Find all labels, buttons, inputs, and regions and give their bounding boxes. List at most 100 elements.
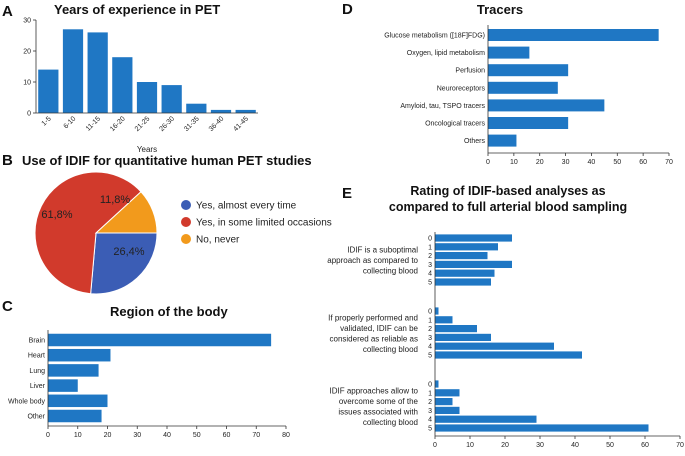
panel-a-letter: A bbox=[2, 3, 13, 20]
panel-b: B Use of IDIF for quantitative human PET… bbox=[2, 152, 332, 295]
panel-c-x-tick-label: 70 bbox=[252, 432, 260, 439]
panel-d-bar bbox=[488, 46, 530, 59]
panel-e-bar bbox=[435, 278, 491, 286]
panel-c-x-tick-label: 60 bbox=[223, 432, 231, 439]
panel-a: A Years of experience in PET 0 10 20 30 1-5 6… bbox=[2, 2, 258, 154]
panel-a-bar bbox=[62, 29, 84, 113]
panel-e-category-label: 2 bbox=[428, 326, 432, 333]
panel-d-x-tick-label: 0 bbox=[486, 159, 490, 166]
panel-c-x-tick-label: 50 bbox=[193, 432, 201, 439]
panel-d-category-label: Others bbox=[464, 138, 486, 145]
panel-a-x-tick-label: 1-5 bbox=[41, 115, 53, 127]
panel-d-x-tick-label: 70 bbox=[665, 159, 673, 166]
panel-b-letter: B bbox=[2, 152, 13, 169]
panel-c-category-label: Other bbox=[27, 414, 45, 421]
panel-e-bar bbox=[435, 316, 453, 324]
panel-d-x-tick-label: 20 bbox=[536, 159, 544, 166]
panel-a-bar bbox=[136, 82, 158, 113]
panel-e-bar bbox=[435, 269, 495, 277]
panel-c-x-tick-label: 30 bbox=[133, 432, 141, 439]
panel-c-category-label: Liver bbox=[30, 383, 46, 390]
panel-d: D Tracers 0 10 20 30 40 50 60 70 Glucose metabol… bbox=[342, 1, 673, 166]
panel-a-x-tick-label: 11-15 bbox=[85, 115, 102, 132]
panel-c-category-label: Brain bbox=[29, 338, 45, 345]
panel-e-category-label: 3 bbox=[428, 335, 432, 342]
panel-e-category-label: 4 bbox=[428, 417, 432, 424]
panel-e-x-tick-label: 20 bbox=[501, 442, 509, 449]
panel-b-legend-swatch bbox=[181, 234, 191, 244]
panel-e-x-tick-label: 50 bbox=[606, 442, 614, 449]
panel-e-x-tick-label: 40 bbox=[571, 442, 579, 449]
panel-e-title-line-2: compared to full arterial blood sampling bbox=[389, 200, 627, 214]
panel-e-title-line-1: Rating of IDIF-based analyses as bbox=[410, 184, 605, 198]
panel-e-category-label: 3 bbox=[428, 262, 432, 269]
panel-e-bar bbox=[435, 415, 537, 423]
panel-e-bar bbox=[435, 333, 491, 341]
panel-e-bar bbox=[435, 252, 488, 260]
panel-e-bar bbox=[435, 342, 554, 350]
panel-a-bar bbox=[186, 103, 207, 113]
panel-a-bar bbox=[161, 85, 182, 113]
panel-a-xlabel: Years bbox=[137, 145, 157, 154]
panel-b-slice-label: 26,4% bbox=[113, 246, 144, 258]
panel-e-bar bbox=[435, 307, 439, 315]
panel-e-x-tick-label: 60 bbox=[641, 442, 649, 449]
panel-e-category-label: 3 bbox=[428, 408, 432, 415]
panel-c-bar bbox=[48, 348, 111, 362]
panel-c-title: Region of the body bbox=[110, 304, 228, 319]
panel-a-x-tick-label: 16-20 bbox=[109, 115, 127, 133]
panel-e-group-label: If properly performed and bbox=[328, 313, 418, 322]
panel-d-x-tick-label: 40 bbox=[588, 159, 596, 166]
panel-a-x-tick-label: 6-10 bbox=[63, 115, 78, 130]
panel-c-x-tick-label: 20 bbox=[104, 432, 112, 439]
panel-a-title: Years of experience in PET bbox=[54, 2, 220, 17]
panel-d-category-label: Amyloid, tau, TSPO tracers bbox=[400, 103, 485, 110]
panel-e-bar bbox=[435, 398, 453, 406]
panel-e-bar bbox=[435, 325, 477, 333]
panel-b-slice-label: 11,8% bbox=[100, 194, 131, 206]
panel-a-bar bbox=[38, 69, 59, 113]
panel-a-x-tick-label: 36-40 bbox=[208, 115, 226, 133]
panel-a-x-tick-label: 26-30 bbox=[158, 115, 176, 133]
panel-d-x-tick-label: 50 bbox=[613, 159, 621, 166]
panel-d-x-tick-label: 30 bbox=[562, 159, 570, 166]
panel-e-category-label: 1 bbox=[428, 390, 432, 397]
panel-c: C Region of the body 0 10 20 30 40 50 60 70 80 Br… bbox=[2, 298, 290, 439]
panel-b-legend-label: Yes, almost every time bbox=[196, 201, 297, 212]
panel-b-legend-swatch bbox=[181, 217, 191, 227]
panel-e-x-tick-label: 70 bbox=[676, 442, 684, 449]
panel-d-x-tick-label: 10 bbox=[510, 159, 518, 166]
panel-d-category-label: Neuroreceptors bbox=[437, 85, 486, 92]
panel-e-category-label: 1 bbox=[428, 317, 432, 324]
panel-e-category-label: 5 bbox=[428, 353, 432, 360]
panel-a-bar bbox=[210, 109, 232, 113]
panel-d-bar bbox=[488, 81, 558, 94]
panel-b-slice bbox=[94, 191, 158, 234]
panel-e-group-label: issues associated with bbox=[338, 407, 418, 416]
panel-e-bar bbox=[435, 243, 498, 251]
panel-d-bar bbox=[488, 64, 569, 77]
panel-c-bar bbox=[48, 333, 272, 347]
panel-e-group-label: validated, IDIF can be bbox=[340, 324, 418, 333]
panel-a-y-tick-label: 20 bbox=[23, 49, 31, 56]
panel-e-category-label: 4 bbox=[428, 344, 432, 351]
panel-e-category-label: 2 bbox=[428, 399, 432, 406]
panel-e-group-label: collecting blood bbox=[363, 267, 418, 276]
panel-d-bar bbox=[488, 99, 605, 112]
panel-e-category-label: 0 bbox=[428, 382, 432, 389]
panel-c-x-tick-label: 10 bbox=[74, 432, 82, 439]
panel-c-x-tick-label: 80 bbox=[282, 432, 290, 439]
panel-e-group-label: IDIF is a suboptimal bbox=[347, 246, 418, 255]
panel-c-bar bbox=[48, 364, 99, 377]
panel-b-legend-label: No, never bbox=[196, 235, 240, 246]
panel-a-bar bbox=[87, 32, 108, 113]
panel-b-slice bbox=[34, 171, 142, 295]
panel-a-y-tick-label: 30 bbox=[23, 18, 31, 25]
panel-b-slice bbox=[90, 232, 158, 295]
panel-d-bar bbox=[488, 29, 659, 41]
panel-d-title: Tracers bbox=[477, 2, 523, 17]
panel-a-x-tick-label: 21-25 bbox=[134, 115, 152, 133]
panel-a-bar bbox=[112, 57, 133, 113]
panel-e-bar bbox=[435, 380, 439, 388]
